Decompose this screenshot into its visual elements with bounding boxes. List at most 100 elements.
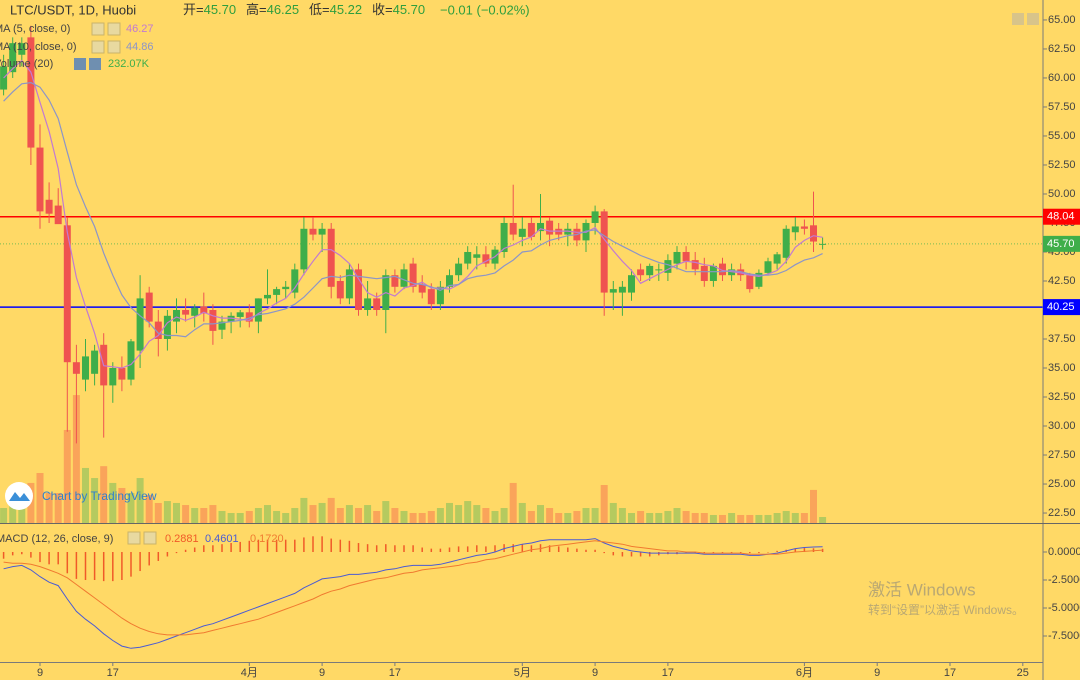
pane-button[interactable] <box>1027 13 1039 25</box>
volume-bar <box>737 514 745 523</box>
candle-body <box>91 350 99 374</box>
macd-histogram-bar <box>330 538 332 552</box>
price-badge <box>1043 208 1080 225</box>
plot-area <box>0 25 1043 649</box>
macd-histogram-bar <box>576 548 578 552</box>
candle-body <box>364 298 372 310</box>
volume-bar <box>546 508 554 523</box>
macd-histogram-bar <box>348 540 351 552</box>
settings-button[interactable] <box>91 40 105 54</box>
macd-histogram-bar <box>157 551 160 561</box>
macd-histogram-bar <box>130 551 132 577</box>
volume-bar <box>300 497 308 523</box>
indicator-buttons[interactable] <box>74 13 1039 545</box>
macd-histogram-bar <box>485 546 487 552</box>
settings-button[interactable] <box>74 58 86 70</box>
macd-histogram-bar <box>630 551 633 557</box>
candle-body <box>628 275 635 293</box>
macd-histogram-bar <box>548 545 551 552</box>
macd-histogram-bar <box>375 545 378 552</box>
x-tick-label: 17 <box>662 667 674 679</box>
macd-histogram-bar <box>794 548 797 552</box>
macd-histogram-bar <box>603 551 605 554</box>
macd-histogram-bar <box>749 551 751 554</box>
close-button[interactable] <box>143 531 157 545</box>
candle-body <box>54 205 62 225</box>
price-change: −0.01 (−0.02%) <box>440 2 530 17</box>
candle-body <box>27 37 35 148</box>
candle-body <box>191 307 199 316</box>
macd-histogram-bar <box>284 539 287 552</box>
volume-bar <box>0 508 8 523</box>
close-button[interactable] <box>107 22 121 36</box>
settings-button[interactable] <box>127 531 141 545</box>
candle-body <box>746 275 754 290</box>
volume-bar <box>173 502 180 523</box>
macd-histogram-bar <box>266 539 269 552</box>
candle-body <box>318 228 326 235</box>
x-tick-label: 9 <box>592 667 598 679</box>
candle-body <box>327 228 335 287</box>
macd-histogram-bar <box>148 551 150 566</box>
volume-bar <box>100 466 108 523</box>
volume-bar <box>145 494 153 523</box>
volume-bar <box>218 510 226 523</box>
indicator-name: MA (5, close, 0) <box>0 23 70 35</box>
macd-histogram-bar <box>357 543 360 552</box>
volume-bar <box>664 510 672 523</box>
volume-bar <box>291 508 299 523</box>
macd-histogram-bar <box>421 547 423 552</box>
ohlc-open: 开=45.70 <box>183 2 236 17</box>
price-badge-label: 48.04 <box>1047 211 1075 223</box>
y-tick-label: 35.00 <box>1048 362 1076 374</box>
volume-bar <box>91 478 99 523</box>
x-tick-label: 5月 <box>514 667 531 679</box>
candle-body <box>764 261 772 273</box>
volume-bar <box>200 508 208 523</box>
macd-histogram-bar <box>75 551 78 579</box>
settings-button[interactable] <box>91 22 105 36</box>
macd-histogram-bar <box>803 548 806 552</box>
close-button[interactable] <box>107 40 121 54</box>
indicator-value: 0.1720 <box>250 533 284 545</box>
volume-bar <box>473 505 481 523</box>
x-tick-label: 4月 <box>241 667 258 679</box>
candle-body <box>391 275 399 287</box>
candle-body <box>336 280 344 299</box>
pane-button[interactable] <box>1012 13 1024 25</box>
volume-bar <box>700 513 708 523</box>
volume-bar <box>127 493 135 523</box>
volume-bar <box>618 508 626 523</box>
volume-bar <box>45 493 53 523</box>
volume-bar <box>555 513 563 523</box>
macd-histogram-bar <box>721 551 724 554</box>
macd-histogram-bar <box>303 537 305 552</box>
indicator-value: 232.07K <box>108 58 150 70</box>
candle-body <box>455 263 463 276</box>
macd-histogram-bar <box>30 551 32 558</box>
macd-histogram-bar <box>175 551 178 554</box>
y-tick-label: 27.50 <box>1048 449 1076 461</box>
candle-body <box>309 228 317 235</box>
candle-body <box>72 362 80 374</box>
macd-histogram-bar <box>639 551 642 557</box>
candle-body <box>427 289 435 305</box>
volume-bar <box>418 513 426 523</box>
macd-histogram-bar <box>539 544 542 552</box>
ohlc-close: 收=45.70 <box>372 2 425 17</box>
y-tick-label: 50.00 <box>1048 188 1076 200</box>
candle-body <box>600 211 608 293</box>
volume-bar <box>373 510 381 523</box>
volume-bar <box>109 482 117 523</box>
symbol-title: LTC/USDT, 1D, Huobi <box>10 2 136 17</box>
volume-bar <box>82 467 89 523</box>
volume-bar <box>63 429 71 523</box>
candle-body <box>45 199 53 214</box>
logo-mark <box>9 492 30 501</box>
close-button[interactable] <box>89 58 101 70</box>
y-tick-label: 37.50 <box>1048 333 1076 345</box>
volume-bar <box>673 508 681 523</box>
volume-bar <box>364 505 372 523</box>
volume-bar <box>154 502 162 523</box>
